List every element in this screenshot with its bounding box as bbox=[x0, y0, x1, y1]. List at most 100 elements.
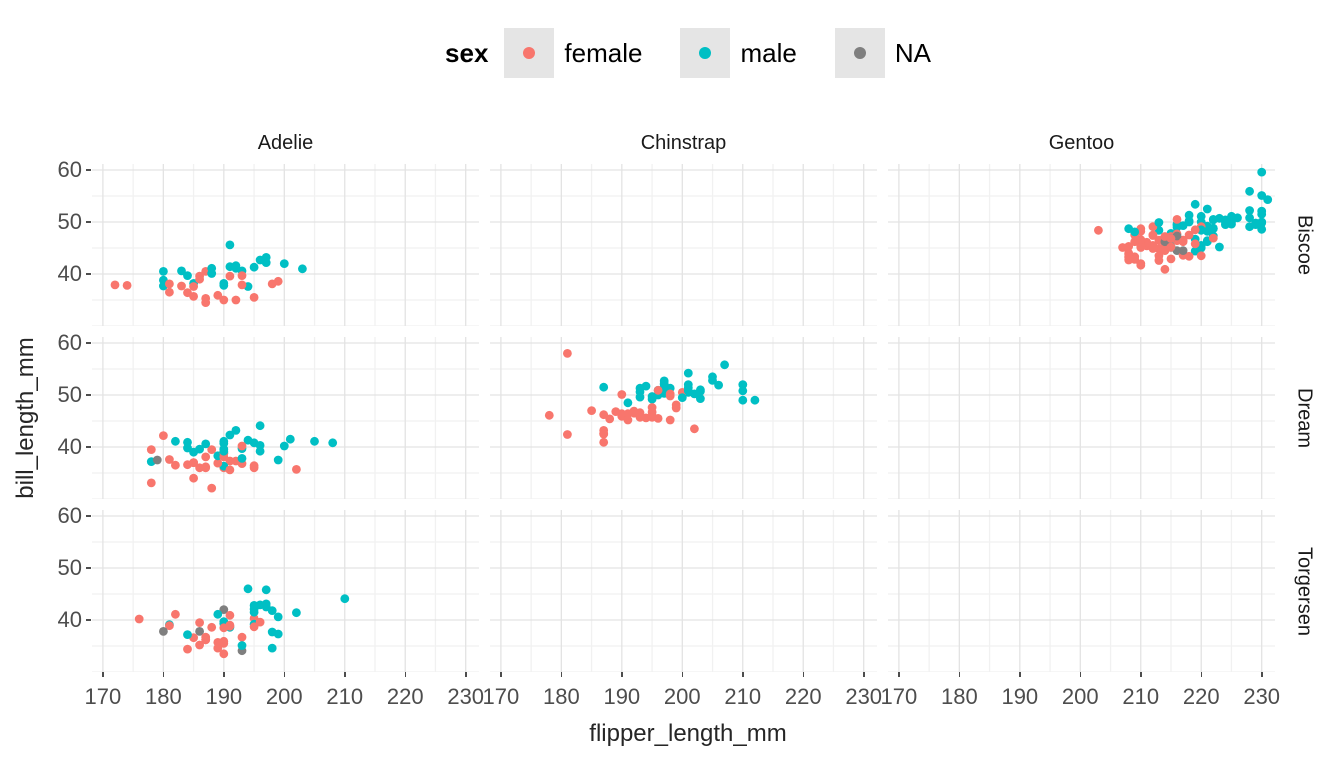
y-tick-label: 40 bbox=[57, 260, 82, 286]
x-tick-mark bbox=[802, 672, 805, 677]
data-point bbox=[1124, 242, 1134, 251]
data-point bbox=[189, 447, 198, 457]
data-point bbox=[237, 454, 247, 463]
data-point bbox=[292, 465, 301, 474]
data-point bbox=[1208, 215, 1218, 225]
data-point bbox=[1178, 246, 1188, 255]
data-point bbox=[1166, 234, 1176, 243]
data-point bbox=[255, 421, 265, 431]
data-point bbox=[219, 446, 229, 456]
data-point bbox=[146, 478, 156, 488]
x-tick-label: 170 bbox=[482, 684, 520, 709]
x-tick-mark bbox=[742, 672, 744, 677]
data-point bbox=[267, 279, 277, 289]
x-tick-mark bbox=[1019, 672, 1021, 677]
data-point bbox=[659, 379, 669, 388]
data-point bbox=[665, 389, 675, 399]
data-point bbox=[183, 288, 192, 298]
data-point bbox=[152, 455, 162, 465]
data-point bbox=[237, 280, 247, 290]
data-point bbox=[249, 622, 259, 632]
x-tick-label: 210 bbox=[326, 684, 364, 709]
data-point bbox=[177, 281, 186, 291]
data-point bbox=[213, 609, 223, 619]
x-tick-mark bbox=[621, 672, 623, 677]
data-point bbox=[183, 460, 192, 470]
data-point bbox=[207, 622, 217, 632]
data-point bbox=[165, 287, 174, 297]
y-tick-mark bbox=[86, 619, 91, 621]
data-point bbox=[171, 609, 180, 619]
data-point bbox=[738, 380, 748, 389]
data-point bbox=[696, 394, 705, 403]
data-point bbox=[690, 424, 699, 434]
data-point bbox=[683, 368, 693, 378]
y-tick-label: 40 bbox=[57, 433, 82, 459]
data-point bbox=[122, 281, 132, 290]
x-tick-label: 180 bbox=[542, 684, 580, 709]
x-tick-mark bbox=[1200, 672, 1203, 677]
data-point bbox=[641, 381, 651, 391]
data-point bbox=[563, 349, 572, 358]
data-point bbox=[243, 584, 253, 594]
panel-Adelie-Torgersen bbox=[92, 510, 479, 672]
y-tick-mark bbox=[86, 273, 91, 275]
data-point bbox=[738, 386, 748, 396]
x-tick-label: 170 bbox=[880, 684, 918, 709]
facet-col-strip-gentoo: Gentoo bbox=[1048, 132, 1115, 154]
data-point bbox=[273, 612, 283, 622]
y-tick-mark bbox=[86, 342, 91, 344]
y-tick-mark bbox=[86, 567, 91, 569]
male-dot-icon bbox=[699, 47, 712, 59]
data-point bbox=[690, 389, 699, 399]
legend-key-male bbox=[680, 28, 731, 78]
y-tick-label: 60 bbox=[57, 156, 82, 182]
data-point bbox=[647, 412, 657, 422]
data-point bbox=[1257, 167, 1267, 177]
data-point bbox=[213, 638, 223, 647]
data-point bbox=[267, 627, 277, 637]
x-tick-mark bbox=[162, 672, 165, 677]
x-tick-label: 190 bbox=[205, 684, 243, 709]
data-point bbox=[165, 279, 174, 289]
data-point bbox=[110, 280, 120, 290]
data-point bbox=[1160, 246, 1170, 255]
data-point bbox=[195, 640, 204, 650]
data-point bbox=[665, 415, 675, 425]
data-point bbox=[1184, 251, 1194, 261]
data-point bbox=[1148, 242, 1158, 252]
x-tick-mark bbox=[681, 672, 684, 677]
data-point bbox=[340, 594, 350, 604]
data-point bbox=[279, 441, 289, 451]
data-point bbox=[1208, 233, 1218, 243]
data-point bbox=[225, 271, 235, 281]
panel-Gentoo-Biscoe bbox=[888, 164, 1275, 326]
data-point bbox=[1094, 225, 1103, 235]
data-point bbox=[219, 623, 229, 633]
data-point bbox=[611, 407, 621, 416]
x-tick-label: 220 bbox=[386, 684, 424, 709]
data-point bbox=[177, 266, 186, 276]
y-tick-mark bbox=[86, 394, 91, 396]
data-point bbox=[1154, 251, 1164, 261]
data-point bbox=[237, 641, 247, 650]
data-point bbox=[292, 608, 301, 618]
data-point bbox=[1166, 254, 1176, 264]
data-point bbox=[207, 483, 217, 493]
data-point bbox=[1196, 211, 1206, 221]
x-tick-mark bbox=[500, 672, 502, 677]
data-point bbox=[647, 403, 657, 412]
x-tick-label: 230 bbox=[845, 684, 883, 709]
data-point bbox=[261, 585, 271, 595]
data-point bbox=[249, 262, 259, 272]
data-point bbox=[1245, 213, 1254, 223]
data-point bbox=[231, 261, 241, 271]
data-point bbox=[629, 406, 639, 416]
data-point bbox=[273, 455, 283, 465]
y-tick-label: 60 bbox=[57, 329, 82, 355]
x-tick-mark bbox=[863, 672, 865, 677]
data-point bbox=[683, 383, 693, 393]
legend-key-na bbox=[834, 28, 885, 78]
panel-Gentoo-Torgersen bbox=[888, 510, 1275, 672]
data-point bbox=[1136, 243, 1146, 252]
